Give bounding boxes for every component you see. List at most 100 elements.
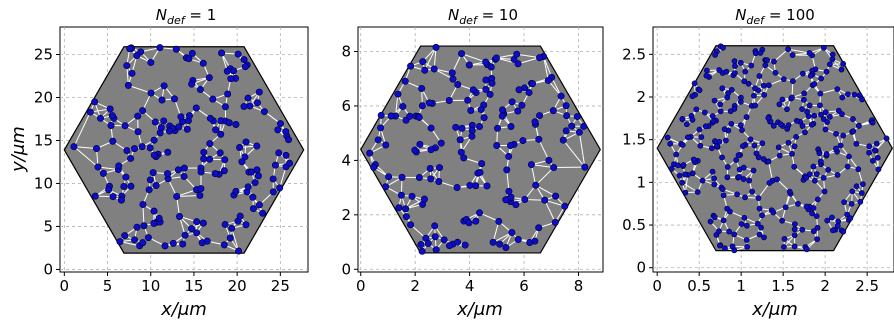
network-edge (395, 94, 399, 117)
data-point (724, 174, 731, 181)
network-edge (544, 199, 556, 223)
network-edge (517, 57, 540, 65)
data-point (188, 225, 196, 233)
data-point (415, 173, 423, 181)
data-point (866, 149, 872, 156)
data-point (779, 96, 786, 103)
data-point (169, 239, 177, 247)
data-point (94, 163, 102, 171)
data-point (130, 145, 138, 153)
network-edge (128, 84, 152, 94)
data-point (799, 106, 805, 112)
data-point (811, 81, 818, 87)
data-point (724, 205, 731, 212)
data-point (206, 140, 214, 148)
data-point (791, 243, 798, 250)
panel-2-title: Ndef = 10 (448, 6, 518, 27)
data-point (801, 90, 808, 97)
data-point (521, 195, 529, 203)
data-point (177, 113, 185, 121)
x-tick-label: 2.5 (855, 277, 879, 295)
y-tick-label: 15 (34, 131, 53, 149)
data-point (518, 101, 526, 109)
data-point (728, 86, 735, 93)
data-point (729, 243, 736, 250)
data-point (791, 163, 798, 170)
data-point (122, 173, 130, 181)
hexagon-domain (360, 45, 601, 254)
x-tick-label: 0 (60, 277, 70, 295)
data-point (800, 96, 807, 103)
data-point (720, 44, 726, 51)
data-point (469, 86, 477, 94)
data-point (453, 184, 461, 192)
data-point (150, 151, 158, 159)
data-point (693, 106, 700, 113)
data-point (756, 73, 763, 79)
data-point (716, 228, 722, 235)
data-point (850, 116, 856, 122)
data-point (743, 114, 750, 120)
data-point (234, 50, 242, 58)
data-point (581, 163, 589, 171)
data-point (249, 205, 257, 213)
x-tick-label: 0 (356, 277, 366, 295)
data-point (147, 58, 155, 66)
data-point (791, 143, 798, 150)
data-point (549, 107, 557, 115)
data-point (399, 103, 407, 111)
data-point (174, 166, 182, 174)
data-point (467, 106, 475, 114)
data-point (480, 114, 488, 122)
data-point (838, 66, 845, 73)
panel-1: Ndef = 1 0 5 10 15 20 25 0 5 10 15 20 25 x/μm y/μm (8, 6, 309, 320)
y-tick-label: 0 (636, 259, 646, 277)
data-point (744, 222, 750, 229)
data-point (829, 51, 836, 58)
data-point (839, 111, 845, 118)
network-edge (405, 198, 425, 210)
data-point (427, 175, 435, 183)
data-point (732, 63, 738, 69)
x-tick-label: 2 (410, 277, 420, 295)
data-point (745, 80, 752, 87)
data-point (823, 68, 830, 75)
y-tick-label: 2.5 (622, 45, 646, 63)
data-point (200, 148, 208, 156)
data-point (568, 122, 576, 130)
data-point (133, 52, 141, 60)
data-point (840, 60, 847, 67)
data-point (478, 160, 486, 168)
data-point (814, 236, 821, 243)
data-point (544, 76, 552, 84)
data-point (824, 217, 831, 224)
x-tick-label: 5 (103, 277, 113, 295)
data-point (460, 154, 468, 162)
network-edge (773, 48, 789, 62)
data-point (821, 188, 828, 195)
data-point (285, 136, 293, 144)
data-point (164, 148, 172, 156)
data-point (850, 128, 857, 135)
data-point (269, 175, 277, 183)
data-point (696, 126, 703, 133)
network-edge (578, 132, 586, 168)
x-tick-label: 6 (519, 277, 529, 295)
data-point (844, 91, 851, 98)
data-point (873, 140, 880, 147)
data-point (176, 213, 184, 221)
data-point (781, 244, 787, 250)
data-point (185, 55, 193, 63)
data-point (837, 142, 844, 149)
data-point (199, 219, 207, 227)
data-point (477, 105, 485, 113)
data-point (232, 120, 240, 128)
y-tick-label: 0.5 (622, 216, 646, 234)
data-point (150, 136, 158, 144)
data-point (432, 246, 440, 254)
network-edge (176, 194, 200, 197)
data-point (810, 228, 817, 235)
data-point (790, 78, 796, 85)
data-point (536, 54, 544, 62)
